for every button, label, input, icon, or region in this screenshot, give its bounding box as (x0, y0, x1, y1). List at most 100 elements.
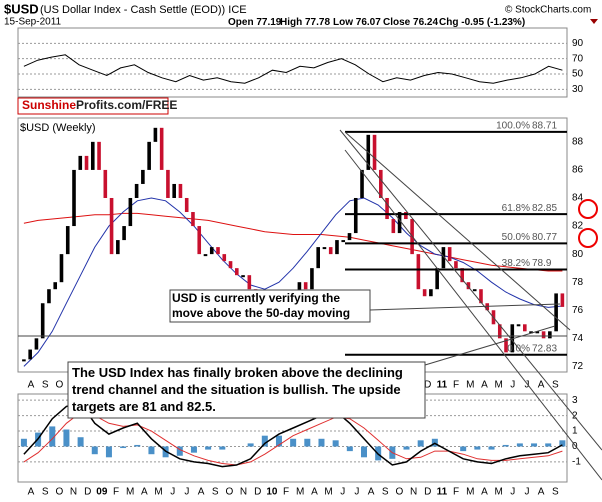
candle (341, 240, 346, 243)
candle (372, 134, 377, 170)
quote-value: 77.19 (256, 17, 281, 28)
x-tick-label: J (340, 487, 345, 498)
channel-line (344, 149, 602, 481)
candle (310, 268, 314, 290)
candle (122, 226, 126, 241)
y-tick-label: 88 (572, 136, 584, 147)
candle (141, 169, 145, 184)
candle (322, 247, 327, 250)
histogram-bar (219, 446, 226, 450)
candle (335, 240, 339, 255)
y-tick-label: 50 (572, 69, 584, 80)
histogram-bar (134, 444, 141, 447)
quote-value: 77.78 (305, 17, 330, 28)
x-tick-label: N (240, 487, 247, 498)
candle (454, 261, 458, 269)
description: (US Dollar Index - Cash Settle (EOD)) IC… (40, 4, 247, 16)
moving-average (23, 197, 563, 367)
y-tick-label: 3 (572, 395, 578, 406)
quote-label: Low (333, 17, 353, 28)
candle (228, 261, 233, 269)
histogram-bar (91, 446, 98, 455)
x-tick-label: J (510, 487, 515, 498)
x-tick-label: A (481, 487, 488, 498)
candle (479, 289, 483, 304)
x-tick-label: A (28, 487, 35, 498)
x-tick-label: J (524, 380, 529, 391)
channel (18, 129, 602, 481)
histogram-bar (105, 446, 112, 458)
candle (184, 197, 189, 213)
candle (97, 141, 101, 170)
fib-label: 50.0% (502, 232, 530, 243)
candle (523, 324, 527, 332)
candle (535, 331, 540, 334)
annotation: The USD Index has finally broken above t… (72, 365, 403, 414)
y-tick-label: 74 (572, 333, 584, 344)
candle (435, 268, 439, 290)
quote-value: -0.95 (461, 17, 484, 28)
x-tick-label: S (552, 380, 559, 391)
candle (472, 289, 477, 292)
histogram-bar (148, 446, 155, 455)
candle (90, 141, 95, 170)
annotation-text: USD is currently verifying the move abov… (172, 291, 351, 323)
candle (548, 331, 552, 339)
banner-brand: Sunshine (22, 98, 76, 112)
candle (72, 169, 76, 227)
candle (172, 183, 176, 198)
fib-label: 61.8% (502, 203, 530, 214)
x-tick-label: 11 (437, 380, 448, 391)
symbol: $USD (4, 1, 39, 16)
histogram-bar (205, 446, 212, 450)
quote-label: Chg (439, 17, 458, 28)
quote-item: Open 77.19 (228, 17, 282, 28)
x-tick-label: D (424, 380, 431, 391)
quote-label: Open (228, 17, 254, 28)
candle (347, 233, 352, 241)
candle (391, 219, 396, 234)
x-tick-label: 11 (437, 487, 448, 498)
candle (103, 169, 108, 198)
candle (353, 197, 358, 234)
candle (128, 197, 133, 227)
candle (397, 212, 402, 234)
x-tick-label: A (311, 487, 318, 498)
signal-line (23, 411, 563, 466)
price-label: $USD (Weekly) (20, 122, 96, 134)
channel-line (339, 129, 602, 451)
fib-value: 78.9 (532, 258, 552, 269)
histogram-bar (360, 446, 367, 458)
banner-rest: Profits.com/FREE (76, 98, 177, 112)
histogram-bar (304, 438, 311, 447)
y-tick-label: 1 (572, 426, 578, 437)
fib-label: 38.2% (502, 258, 530, 269)
x-tick-label: S (42, 380, 49, 391)
banner-brand: SunshineProfits.com/FREE (22, 98, 177, 112)
histogram-bar (261, 435, 268, 447)
histogram-bar (190, 446, 197, 453)
x-tick-label: F (453, 380, 459, 391)
candle (247, 275, 252, 290)
x-tick-label: A (538, 380, 545, 391)
x-tick-label: D (254, 487, 261, 498)
copyright: © StockCharts.com (505, 5, 591, 16)
histogram-bar (332, 440, 339, 447)
channel-line (344, 131, 571, 331)
candle (504, 338, 508, 353)
y-tick-label: 0 (572, 441, 578, 452)
x-tick-label: M (466, 380, 474, 391)
candle (22, 359, 26, 362)
x-tick-label: D (84, 487, 91, 498)
histogram-bar (20, 438, 27, 447)
candle (222, 254, 227, 262)
candle (554, 293, 558, 332)
histogram-bar (77, 437, 84, 447)
x-tick-label: M (296, 487, 304, 498)
annotation: USD is currently verifying the move abov… (172, 291, 351, 323)
x-tick-label: F (283, 487, 289, 498)
candle (328, 247, 333, 255)
y-tick-label: 70 (572, 53, 584, 64)
